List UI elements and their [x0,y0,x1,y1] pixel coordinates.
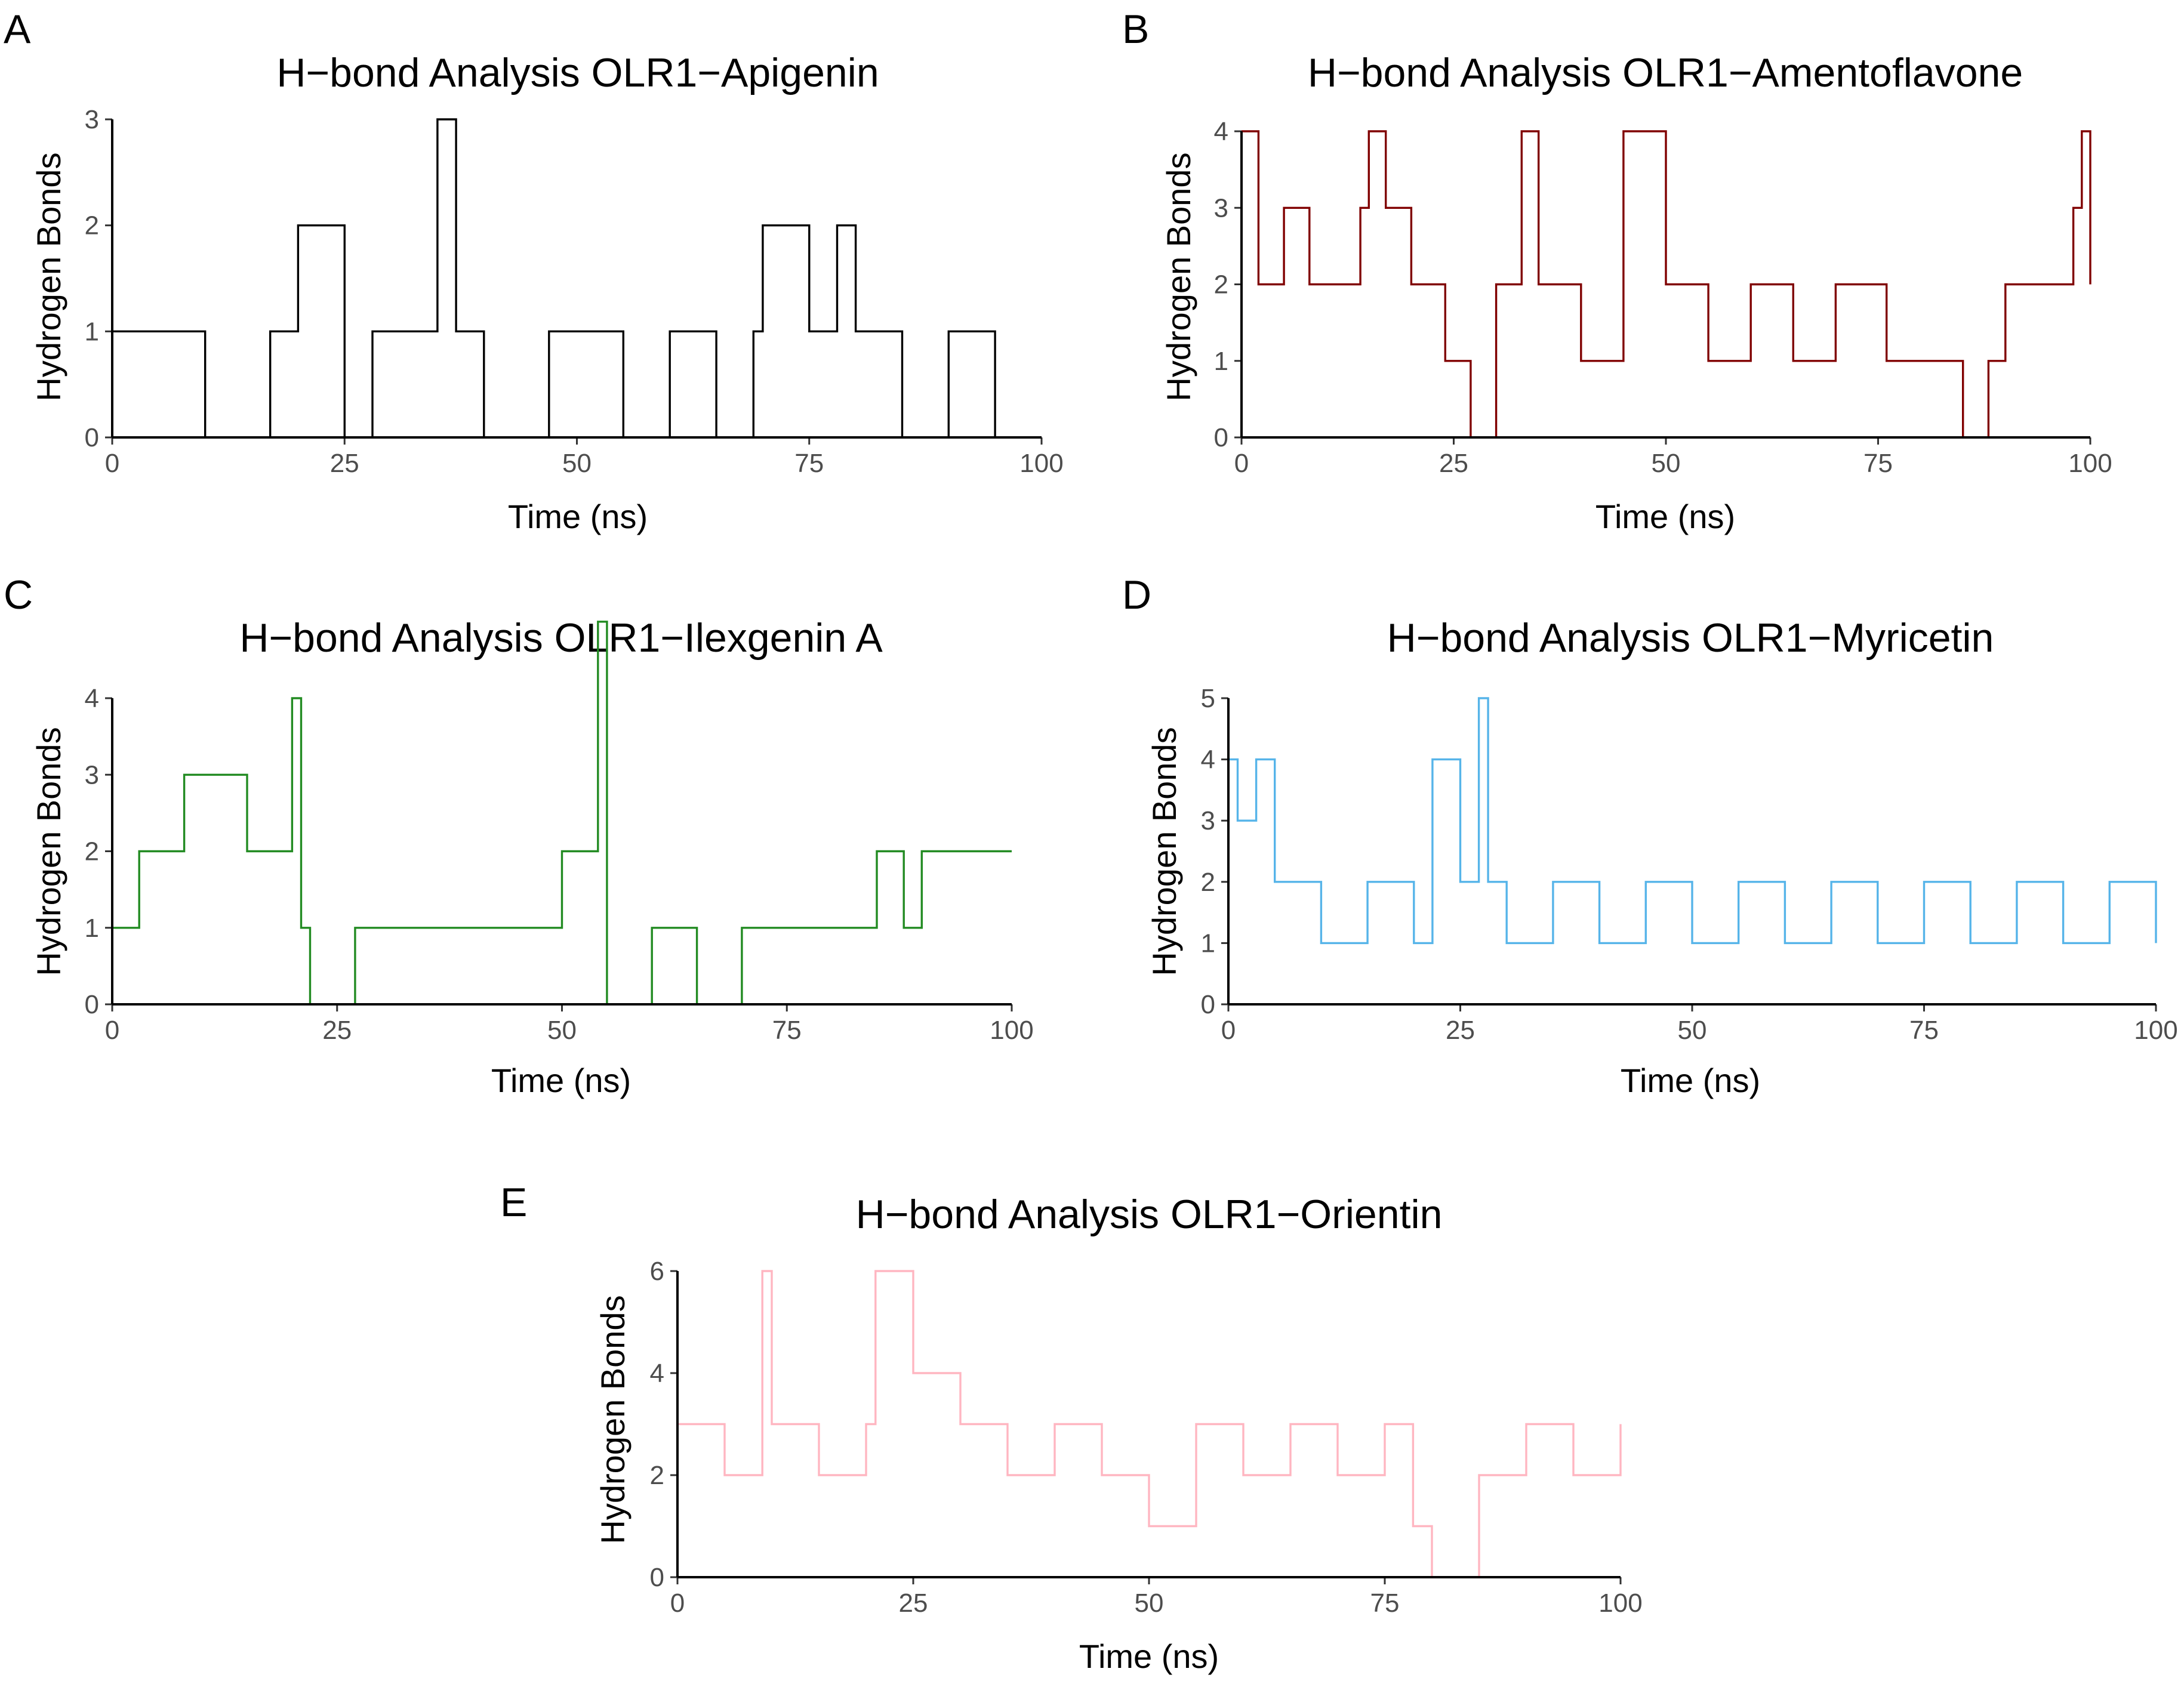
y-tick-label-b: 1 [1214,347,1228,376]
x-tick-label-e: 100 [1598,1589,1642,1618]
y-tick-label-a: 2 [85,211,99,240]
x-axis-title-c: Time (ns) [491,1062,631,1099]
plot-area-c: 0 25 50 75 100 0 1 2 3 4 [85,621,1034,1045]
y-tick-label-c: 0 [85,990,99,1019]
panel-a: A H−bond Analysis OLR1−Apigenin Time (ns… [4,7,1064,535]
y-tick-label-e: 2 [650,1461,664,1490]
y-axis-title-d: Hydrogen Bonds [1145,727,1183,976]
x-tick-label-e: 25 [899,1589,928,1618]
x-tick-label-b: 75 [1863,449,1893,478]
series-line-d-0 [1228,697,2157,945]
panel-letter-a: A [4,7,31,52]
x-tick-label-d: 25 [1446,1016,1475,1045]
y-tick-label-c: 1 [85,914,99,943]
x-tick-label-c: 100 [990,1016,1033,1045]
x-axis-title-b: Time (ns) [1595,498,1735,535]
x-tick-label-d: 50 [1678,1016,1707,1045]
panel-letter-b: B [1122,7,1149,52]
y-axis-title-b: Hydrogen Bonds [1160,152,1197,401]
chart-title-b: H−bond Analysis OLR1−Amentoflavone [1308,50,2023,95]
y-tick-label-b: 4 [1214,117,1228,146]
x-tick-label-b: 0 [1234,449,1249,478]
y-tick-label-e: 6 [650,1257,664,1286]
x-tick-label-b: 50 [1652,449,1681,478]
x-tick-label-a: 75 [794,449,824,478]
panel-d: D H−bond Analysis OLR1−Myricetin Time (n… [1122,572,2178,1099]
chart-title-d: H−bond Analysis OLR1−Myricetin [1387,615,1994,661]
y-tick-label-b: 2 [1214,270,1228,300]
y-tick-label-c: 2 [85,837,99,866]
x-tick-label-c: 50 [547,1016,577,1045]
panel-e: E H−bond Analysis OLR1−Orientin Time (ns… [500,1180,1643,1675]
x-tick-label-c: 0 [105,1016,119,1045]
x-tick-label-a: 25 [330,449,359,478]
y-tick-label-c: 3 [85,760,99,789]
y-tick-label-e: 4 [650,1359,664,1388]
x-tick-label-a: 0 [105,449,119,478]
panel-c: C H−bond Analysis OLR1−Ilexgenin A Time … [4,572,1034,1099]
y-tick-label-e: 0 [650,1563,664,1592]
x-tick-label-a: 100 [1019,449,1063,478]
chart-title-c: H−bond Analysis OLR1−Ilexgenin A [239,615,883,661]
chart-title-a: H−bond Analysis OLR1−Apigenin [276,50,879,95]
series-line-c-0 [112,621,1012,1006]
y-tick-label-a: 3 [85,105,99,134]
plot-area-a: 0 25 50 75 100 0 1 2 3 [85,105,1064,478]
plot-area-e: 0 25 50 75 100 0 2 4 6 [650,1257,1643,1618]
y-tick-label-d: 4 [1201,745,1215,775]
x-axis-title-e: Time (ns) [1079,1637,1219,1675]
x-tick-label-b: 100 [2068,449,2112,478]
y-tick-label-d: 2 [1201,868,1215,897]
x-tick-label-c: 75 [772,1016,802,1045]
series-line-a-0 [112,118,1042,439]
x-tick-label-d: 0 [1221,1016,1236,1045]
x-axis-title-d: Time (ns) [1621,1062,1760,1099]
y-tick-label-d: 0 [1201,990,1215,1019]
plot-area-d: 0 25 50 75 100 0 1 2 3 4 5 [1201,684,2178,1045]
y-tick-label-d: 1 [1201,929,1215,958]
x-tick-label-e: 50 [1135,1589,1164,1618]
x-tick-label-b: 25 [1439,449,1468,478]
panel-letter-c: C [4,572,33,618]
chart-title-e: H−bond Analysis OLR1−Orientin [856,1192,1443,1237]
y-tick-label-a: 0 [85,423,99,452]
y-tick-label-c: 4 [85,684,99,713]
x-tick-label-d: 100 [2134,1016,2177,1045]
y-tick-label-d: 3 [1201,806,1215,835]
panel-letter-e: E [500,1180,527,1225]
x-tick-label-a: 50 [562,449,592,478]
y-tick-label-b: 0 [1214,423,1228,452]
x-tick-label-c: 25 [322,1016,352,1045]
y-tick-label-b: 3 [1214,193,1228,223]
y-tick-label-d: 5 [1201,684,1215,713]
series-line-b-0 [1242,130,2091,439]
y-axis-title-a: Hydrogen Bonds [30,152,67,401]
y-tick-label-a: 1 [85,317,99,346]
x-tick-label-e: 75 [1370,1589,1400,1618]
panel-b: B H−bond Analysis OLR1−Amentoflavone Tim… [1122,7,2112,535]
y-axis-title-e: Hydrogen Bonds [594,1295,632,1544]
panel-letter-d: D [1122,572,1151,618]
x-axis-title-a: Time (ns) [508,498,648,535]
plot-area-b: 0 25 50 75 100 0 1 2 3 4 [1214,117,2112,478]
x-tick-label-e: 0 [670,1589,685,1618]
x-tick-label-d: 75 [1909,1016,1939,1045]
y-axis-title-c: Hydrogen Bonds [30,727,67,976]
